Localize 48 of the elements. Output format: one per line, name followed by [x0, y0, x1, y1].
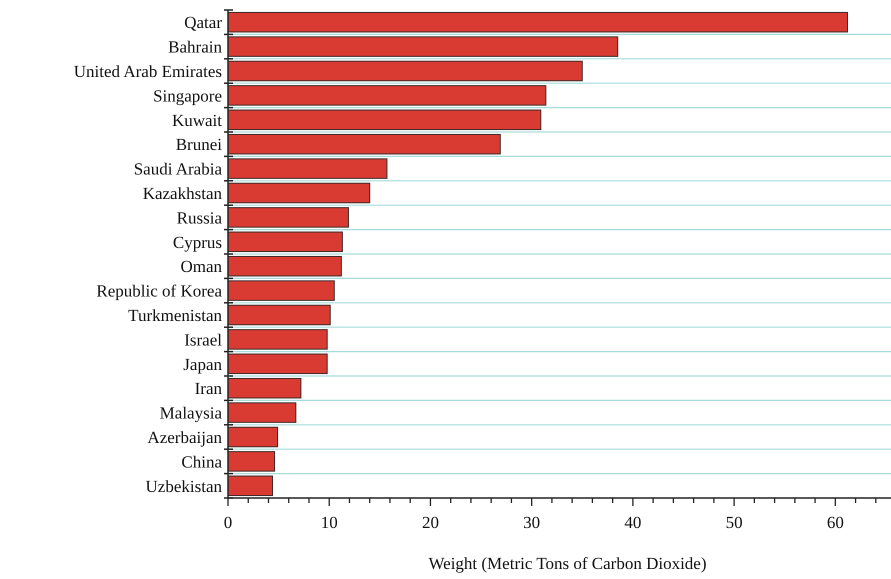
y-tick-label: Brunei [176, 135, 222, 154]
y-tick-label: Japan [183, 354, 222, 374]
bar [228, 232, 343, 252]
bar [228, 476, 274, 496]
x-tick-label: 50 [726, 513, 743, 532]
bar [228, 60, 583, 82]
bar [228, 451, 276, 472]
y-tick-label: Republic of Korea [96, 282, 222, 301]
bar [228, 256, 342, 276]
y-tick-label: Malaysia [160, 404, 222, 423]
x-tick-label: 60 [826, 513, 844, 532]
y-tick-label: Bahrain [168, 38, 222, 57]
bar [228, 110, 542, 130]
y-tick-label: Saudi Arabia [134, 160, 222, 179]
bar [228, 426, 278, 448]
y-tick-label: Iran [194, 379, 222, 398]
x-tick-label: 10 [320, 513, 338, 532]
bar [228, 378, 302, 398]
y-tick-label: United Arab Emirates [74, 62, 222, 81]
x-tick-label: 30 [523, 513, 540, 532]
bar [228, 182, 370, 204]
bar [228, 207, 349, 228]
y-tick-label: Israel [184, 330, 222, 350]
bar [228, 134, 501, 154]
y-tick-label: Russia [176, 208, 222, 228]
bar [228, 280, 335, 301]
bar [228, 12, 848, 32]
x-axis-title: Weight (Metric Tons of Carbon Dioxide) [428, 554, 707, 573]
bar [228, 36, 618, 57]
y-tick-label: Kazakhstan [142, 184, 222, 203]
bar [228, 402, 296, 423]
bar [228, 85, 546, 106]
bar [228, 329, 328, 350]
bar [228, 304, 331, 326]
bar [228, 158, 388, 179]
y-tick-label: Oman [180, 257, 222, 276]
x-tick-label: 0 [224, 513, 232, 532]
y-tick-label: Uzbekistan [146, 476, 222, 496]
y-tick-label: Singapore [153, 86, 222, 106]
y-tick-label: Turkmenistan [128, 306, 222, 325]
bar [228, 354, 328, 374]
y-tick-label: Qatar [184, 13, 222, 32]
y-tick-label: Cyprus [172, 232, 222, 252]
y-tick-label: China [181, 452, 222, 472]
y-tick-label: Kuwait [172, 110, 222, 130]
y-tick-label: Azerbaijan [147, 428, 222, 447]
x-tick-label: 20 [422, 513, 439, 532]
x-tick-label: 40 [624, 513, 642, 532]
